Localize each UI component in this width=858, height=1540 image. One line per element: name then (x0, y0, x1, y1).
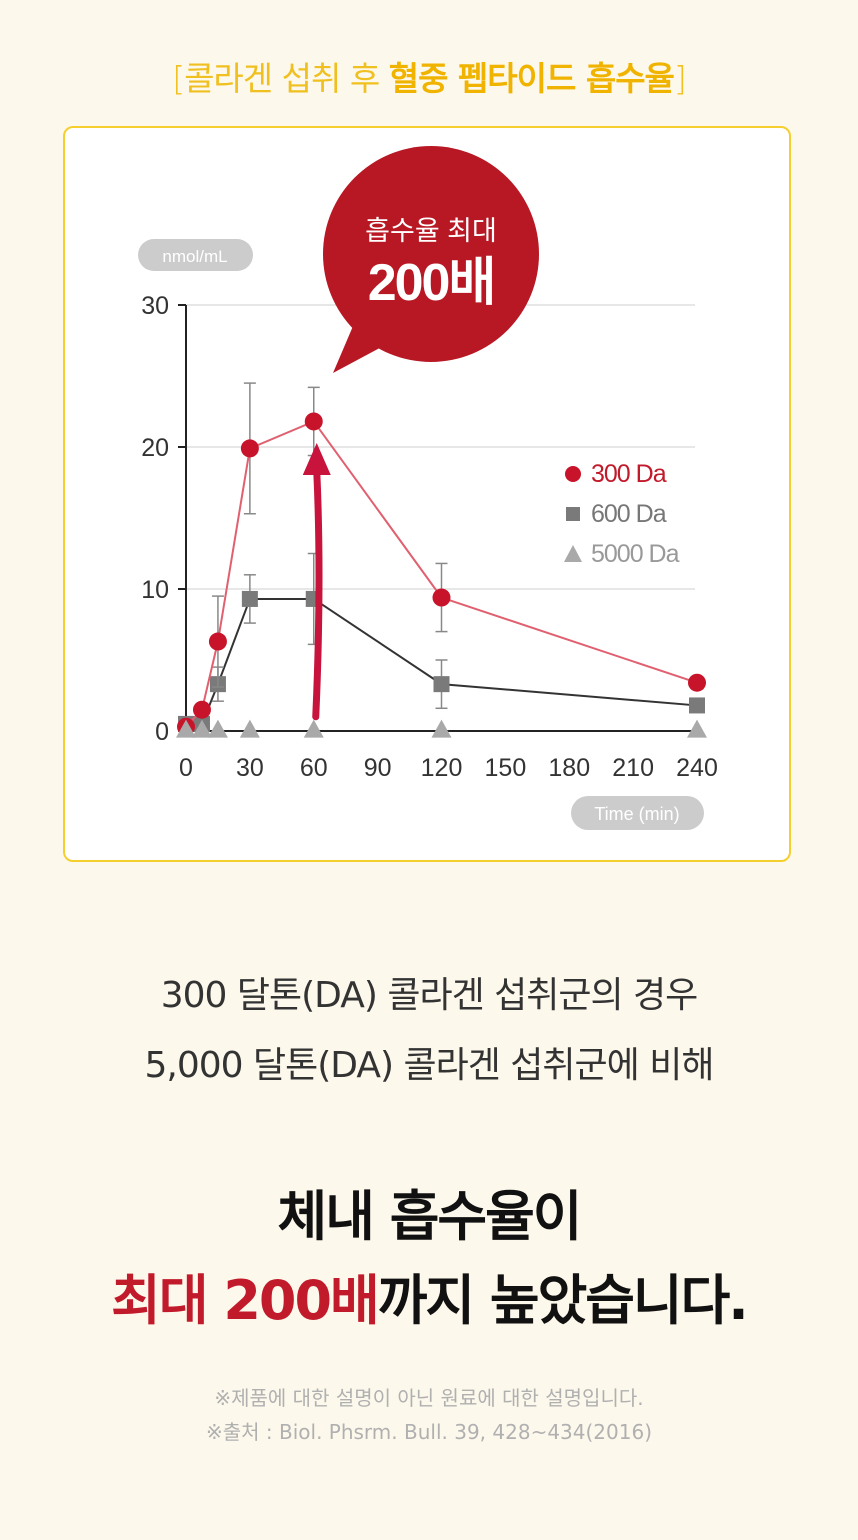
data-point (192, 700, 211, 719)
unit-pill-bg (138, 239, 253, 271)
close-bracket: ] (673, 59, 687, 98)
data-point (433, 676, 450, 693)
series-300-da (177, 382, 706, 736)
data-point (689, 697, 705, 714)
x-tick-label: 210 (612, 754, 654, 782)
y-tick-label: 30 (141, 292, 169, 320)
x-tick-label: 0 (179, 754, 193, 782)
legend: 300 Da 600 Da 5000 Da (564, 460, 681, 568)
bubble-body (323, 146, 539, 362)
chart-card: 0 10 20 30 0 30 60 90 120 150 180 210 240 nmol/mL Time… (63, 126, 791, 862)
data-point (688, 673, 706, 692)
absorption-chart: 0 10 20 30 0 30 60 90 120 150 180 210 240 nmol/mL Time… (138, 146, 718, 830)
legend-label: 600 Da (591, 500, 667, 528)
legend-marker (565, 466, 581, 482)
title-strong: 혈중 펩타이드 흡수율 (388, 59, 675, 98)
legend-label: 300 Da (591, 460, 667, 488)
bubble-line-1: 흡수율 최대 (365, 216, 497, 246)
title-plain: 콜라겐 섭취 후 (184, 59, 389, 98)
legend-marker (564, 545, 582, 562)
legend-label: 5000 Da (591, 540, 680, 568)
series-5000-da (176, 719, 707, 738)
x-tick-label: 240 (676, 754, 718, 782)
headline-rest: 까지 높았습니다. (377, 1269, 749, 1332)
annotation-arrow (312, 467, 323, 721)
x-axis-label-pill: Time (min) (571, 796, 704, 830)
headline-line-1: 체내 흡수율이 (277, 1185, 583, 1248)
x-tick-label: 90 (364, 754, 392, 782)
x-pill-bg (571, 796, 704, 830)
data-point (687, 719, 707, 738)
headline-line-2: 최대 200배까지 높았습니다. (0, 1256, 858, 1335)
x-axis-label: Time (min) (594, 804, 679, 824)
y-axis-unit-pill: nmol/mL (138, 239, 253, 271)
data-point (431, 719, 452, 738)
data-point (304, 412, 323, 431)
data-point (303, 719, 324, 738)
y-axis-label: nmol/mL (162, 247, 227, 266)
data-point (191, 719, 212, 738)
x-tick-label: 180 (548, 754, 590, 782)
x-tick-label: 60 (300, 754, 328, 782)
data-point (207, 719, 228, 738)
data-point (176, 719, 196, 738)
description-line-1: 300 달톤(DA) 콜라겐 섭취군의 경우 (160, 975, 699, 1016)
y-tick-label: 20 (141, 434, 169, 462)
x-tick-label: 120 (421, 754, 463, 782)
y-tick-label: 10 (141, 576, 169, 604)
data-point (432, 588, 451, 607)
y-tick-label: 0 (155, 718, 169, 746)
annotation-bubble: 흡수율 최대 200배 (323, 146, 539, 373)
data-point (241, 590, 258, 607)
description-line-2: 5,000 달톤(DA) 콜라겐 섭취군에 비해 (144, 1045, 715, 1086)
legend-marker (566, 507, 580, 521)
bubble-line-2: 200배 (368, 254, 495, 312)
x-tick-label: 150 (485, 754, 527, 782)
data-point (240, 439, 259, 458)
annotation-arrowhead (302, 443, 331, 475)
disclaimer-note: ※제품에 대한 설명이 아닌 원료에 대한 설명입니다. (214, 1386, 644, 1410)
chart-title: [콜라겐 섭취 후 혈중 펩타이드 흡수율] (0, 52, 858, 100)
data-point (208, 632, 227, 651)
x-tick-label: 30 (236, 754, 264, 782)
data-point (239, 719, 260, 738)
source-note: ※출처 : Biol. Phsrm. Bull. 39, 428~434(201… (205, 1420, 653, 1444)
headline-highlight: 최대 200배 (111, 1269, 380, 1332)
open-bracket: [ (172, 59, 185, 98)
